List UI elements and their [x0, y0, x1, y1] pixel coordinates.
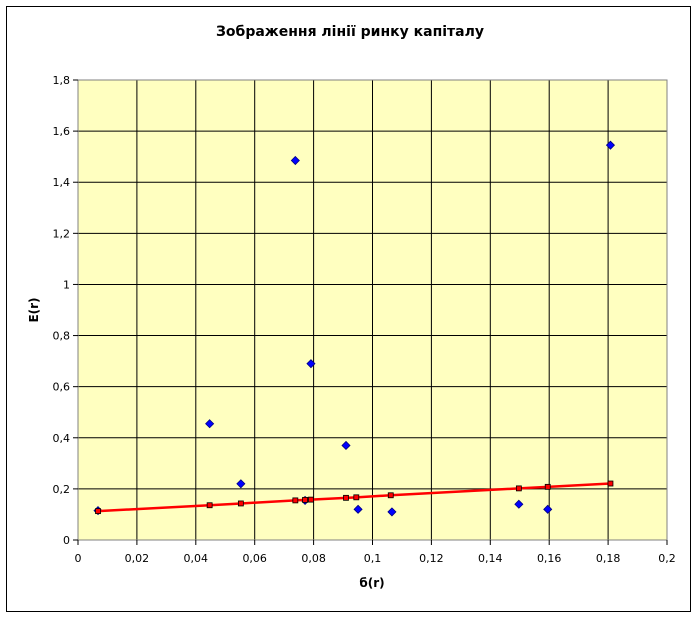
- x-tick-label: 0,06: [242, 552, 267, 565]
- data-point-diamond: [605, 140, 616, 150]
- data-point-square: [343, 494, 349, 501]
- y-tick-label: 1,2: [53, 227, 71, 240]
- y-tick-label: 0,6: [53, 381, 71, 394]
- data-point-square: [607, 480, 614, 487]
- data-point-diamond: [236, 479, 246, 489]
- data-point-square: [206, 502, 213, 509]
- x-tick-label: 0,18: [596, 552, 621, 565]
- x-tick-label: 0,2: [658, 552, 676, 565]
- data-point-diamond: [341, 440, 351, 451]
- y-tick-label: 0,2: [53, 483, 71, 496]
- data-point-square: [387, 492, 394, 499]
- x-tick-label: 0,08: [301, 552, 326, 565]
- tick-labels: 0 0,02 0,04 0,06 0,08 0,1 0,12 0,14 0,16 0,18 0,2 0…: [53, 74, 676, 565]
- data-point-square: [544, 483, 551, 490]
- y-tick-label: 1,8: [53, 74, 71, 87]
- y-tick-label: 0,8: [53, 330, 71, 343]
- x-axis-title: б(r): [359, 576, 384, 590]
- data-point-diamond: [353, 504, 363, 514]
- series-2: [95, 480, 614, 515]
- y-axis-title: E(r): [27, 297, 41, 322]
- x-tick-label: 0,04: [184, 552, 209, 565]
- data-point-diamond: [543, 504, 553, 514]
- grid-lines: [78, 80, 667, 540]
- y-tick-label: 1: [63, 278, 70, 291]
- data-point-square: [515, 485, 522, 492]
- data-point-diamond: [306, 359, 316, 369]
- data-point-square: [302, 496, 308, 503]
- series-2-line: [97, 482, 611, 513]
- data-point-square: [353, 494, 360, 501]
- data-point-square: [308, 496, 314, 503]
- y-tick-label: 1,4: [53, 176, 71, 189]
- data-point-diamond: [514, 499, 524, 509]
- y-tick-label: 0,4: [53, 432, 71, 445]
- data-point-diamond: [205, 419, 215, 429]
- data-point-square: [95, 508, 101, 515]
- data-point-diamond: [387, 507, 397, 517]
- x-tick-label: 0,14: [478, 552, 503, 565]
- chart-title: Зображення лінії ринку капіталу: [216, 24, 484, 40]
- data-point-square: [292, 497, 299, 504]
- x-tick-label: 0,16: [537, 552, 562, 565]
- data-series: [93, 140, 616, 517]
- y-tick-label: 0: [63, 534, 70, 547]
- data-point-diamond: [290, 155, 300, 166]
- data-point-square: [237, 500, 244, 507]
- x-tick-label: 0: [75, 552, 82, 565]
- x-tick-label: 0,1: [364, 552, 382, 565]
- y-tick-label: 1,6: [53, 125, 71, 138]
- x-tick-label: 0,12: [419, 552, 444, 565]
- x-tick-label: 0,02: [125, 552, 150, 565]
